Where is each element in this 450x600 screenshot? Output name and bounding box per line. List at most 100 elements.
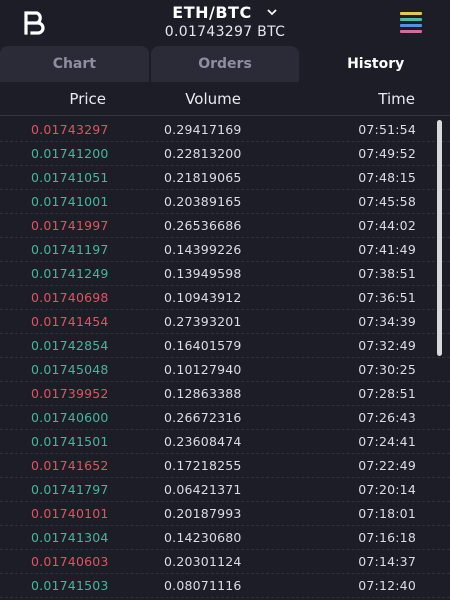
trade-time: 07:30:25	[358, 362, 416, 377]
trade-row: 0.01740600 0.26672316 07:26:43	[0, 406, 450, 430]
menu-bar	[400, 24, 422, 27]
trade-time: 07:44:02	[358, 218, 416, 233]
trade-price: 0.01741200	[31, 146, 109, 161]
trade-row: 0.01741249 0.13949598 07:38:51	[0, 262, 450, 286]
trade-row: 0.01740101 0.20187993 07:18:01	[0, 502, 450, 526]
trade-price: 0.01745048	[31, 362, 109, 377]
trade-time: 07:48:15	[358, 170, 416, 185]
trade-volume: 0.21819065	[164, 170, 242, 185]
header: ETH/BTC 0.01743297 BTC	[0, 0, 450, 46]
trade-time: 07:22:49	[358, 458, 416, 473]
trade-price: 0.01741501	[31, 434, 109, 449]
trade-row: 0.01740603 0.20301124 07:14:37	[0, 550, 450, 574]
trade-volume: 0.26536686	[164, 218, 242, 233]
trade-row: 0.01741001 0.20389165 07:45:58	[0, 190, 450, 214]
trade-row: 0.01741200 0.22813200 07:49:52	[0, 142, 450, 166]
trade-price: 0.01740101	[31, 506, 109, 521]
trade-volume: 0.16401579	[164, 338, 242, 353]
trade-price: 0.01741249	[31, 266, 109, 281]
trade-row: 0.01741997 0.26536686 07:44:02	[0, 214, 450, 238]
trade-volume: 0.10943912	[164, 290, 242, 305]
tab-orders[interactable]: Orders	[150, 46, 300, 82]
trade-price: 0.01741997	[31, 218, 109, 233]
tab-history[interactable]: History	[301, 46, 450, 82]
trade-row: 0.01741652 0.17218255 07:22:49	[0, 454, 450, 478]
trade-volume: 0.29417169	[164, 122, 242, 137]
trade-row: 0.01742854 0.16401579 07:32:49	[0, 334, 450, 358]
trade-volume: 0.20187993	[164, 506, 242, 521]
trade-price: 0.01741304	[31, 530, 109, 545]
trade-volume: 0.13949598	[164, 266, 242, 281]
tab-bar: Chart Orders History	[0, 46, 450, 82]
trade-price: 0.01742854	[31, 338, 109, 353]
tab-chart[interactable]: Chart	[0, 46, 149, 82]
trade-time: 07:49:52	[358, 146, 416, 161]
pair-title: ETH/BTC	[172, 2, 252, 22]
trade-volume: 0.14230680	[164, 530, 242, 545]
trade-time: 07:14:37	[358, 554, 416, 569]
trade-time: 07:12:40	[358, 578, 416, 593]
trade-time: 07:20:14	[358, 482, 416, 497]
trade-volume: 0.20301124	[164, 554, 242, 569]
trade-row: 0.01740698 0.10943912 07:36:51	[0, 286, 450, 310]
trade-price: 0.01740698	[31, 290, 109, 305]
trade-time: 07:34:39	[358, 314, 416, 329]
trade-row: 0.01741454 0.27393201 07:34:39	[0, 310, 450, 334]
trade-price: 0.01741652	[31, 458, 109, 473]
trade-volume: 0.23608474	[164, 434, 242, 449]
hamburger-menu-icon[interactable]	[400, 12, 422, 33]
brand-logo-icon[interactable]	[24, 11, 46, 35]
trade-volume: 0.10127940	[164, 362, 242, 377]
trade-price: 0.01741454	[31, 314, 109, 329]
trade-volume: 0.17218255	[164, 458, 242, 473]
trade-row: 0.01741197 0.14399226 07:41:49	[0, 238, 450, 262]
trade-row: 0.01741501 0.23608474 07:24:41	[0, 430, 450, 454]
trade-time: 07:51:54	[358, 122, 416, 137]
column-header-volume: Volume	[185, 89, 241, 108]
trade-row: 0.01741503 0.08071116 07:12:40	[0, 574, 450, 598]
pair-selector[interactable]: ETH/BTC 0.01743297 BTC	[0, 2, 450, 41]
trade-volume: 0.12863388	[164, 386, 242, 401]
trade-price: 0.01741797	[31, 482, 109, 497]
trade-time: 07:16:18	[358, 530, 416, 545]
trade-price: 0.01740603	[31, 554, 109, 569]
trade-price: 0.01741001	[31, 194, 109, 209]
trade-time: 07:45:58	[358, 194, 416, 209]
trade-price: 0.01741197	[31, 242, 109, 257]
menu-bar	[400, 12, 422, 15]
menu-bar	[400, 30, 422, 33]
trade-price: 0.01740600	[31, 410, 109, 425]
trade-time: 07:24:41	[358, 434, 416, 449]
trade-time: 07:26:43	[358, 410, 416, 425]
trade-time: 07:36:51	[358, 290, 416, 305]
trade-row: 0.01745048 0.10127940 07:30:25	[0, 358, 450, 382]
trade-volume: 0.14399226	[164, 242, 242, 257]
column-header-time: Time	[378, 89, 415, 108]
pair-last-price: 0.01743297 BTC	[164, 24, 286, 40]
scrollbar-thumb[interactable]	[437, 120, 442, 356]
trade-row: 0.01741304 0.14230680 07:16:18	[0, 526, 450, 550]
trade-volume: 0.20389165	[164, 194, 242, 209]
trade-volume: 0.22813200	[164, 146, 242, 161]
trade-price: 0.01743297	[31, 122, 109, 137]
trade-time: 07:28:51	[358, 386, 416, 401]
trade-row: 0.01741797 0.06421371 07:20:14	[0, 478, 450, 502]
trade-volume: 0.26672316	[164, 410, 242, 425]
trade-volume: 0.08071116	[164, 578, 242, 593]
trade-row: 0.01743297 0.29417169 07:51:54	[0, 118, 450, 142]
trade-price: 0.01741503	[31, 578, 109, 593]
trade-time: 07:38:51	[358, 266, 416, 281]
trade-price: 0.01739952	[31, 386, 109, 401]
column-header-price: Price	[69, 89, 106, 108]
trade-price: 0.01741051	[31, 170, 109, 185]
history-column-headers: Price Volume Time	[0, 82, 450, 116]
trade-history-list[interactable]: 0.01743297 0.29417169 07:51:54 0.01741200 0.…	[0, 118, 450, 600]
chevron-down-icon	[267, 9, 277, 16]
trade-time: 07:41:49	[358, 242, 416, 257]
menu-bar	[400, 18, 422, 21]
trade-row: 0.01739952 0.12863388 07:28:51	[0, 382, 450, 406]
trade-volume: 0.06421371	[164, 482, 242, 497]
trade-row: 0.01741051 0.21819065 07:48:15	[0, 166, 450, 190]
trade-time: 07:32:49	[358, 338, 416, 353]
